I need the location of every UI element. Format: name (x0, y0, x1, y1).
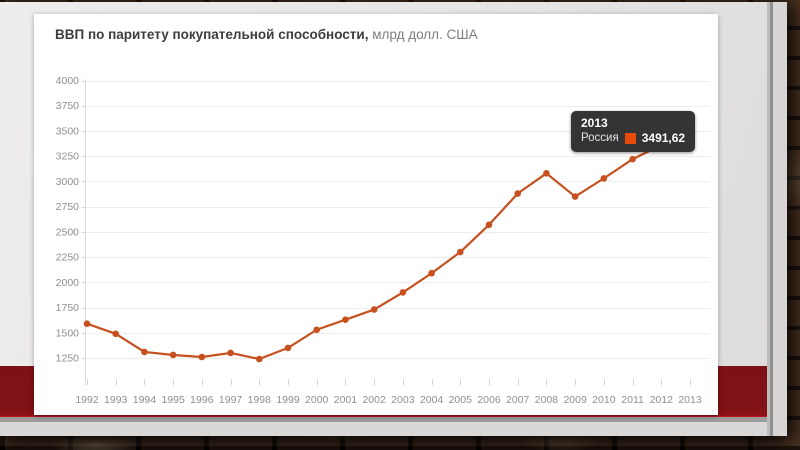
svg-text:2500: 2500 (56, 226, 80, 238)
svg-text:1993: 1993 (104, 394, 128, 406)
data-point-1996[interactable] (198, 353, 206, 361)
data-point-2010[interactable] (600, 175, 608, 182)
data-line (85, 130, 692, 361)
data-point-2008[interactable] (543, 170, 550, 177)
y-axis-labels: 1250 1500 1750 2000 2250 2500 2750 3000 3250 3500… (56, 75, 80, 365)
data-point-1995[interactable] (169, 351, 177, 359)
data-point-2002[interactable] (370, 306, 378, 313)
svg-text:2002: 2002 (362, 394, 386, 406)
svg-text:2006: 2006 (477, 394, 501, 406)
chart-title-text: ВВП по паритету покупательной способност… (55, 27, 369, 42)
svg-text:1250: 1250 (56, 353, 80, 365)
tooltip-value: 3491,62 (641, 131, 686, 145)
svg-text:2012: 2012 (650, 394, 674, 406)
x-axis-labels: 1992 1993 1994 1995 1996 1997 1998 1999 2000 2001… (75, 394, 702, 406)
svg-text:2750: 2750 (56, 201, 80, 213)
svg-text:2003: 2003 (391, 394, 415, 406)
data-point-1998[interactable] (255, 355, 263, 363)
chart-title: ВВП по паритету покупательной способност… (55, 26, 478, 44)
svg-text:1996: 1996 (190, 394, 214, 406)
svg-text:2008: 2008 (535, 394, 559, 406)
gdp-line-chart[interactable]: 1250 1500 1750 2000 2250 2500 2750 3000 3250 3500… (34, 14, 718, 415)
slide-bottom-edge (0, 417, 787, 436)
svg-text:2005: 2005 (449, 394, 473, 406)
svg-text:1999: 1999 (276, 394, 300, 406)
chart-card: ВВП по паритету покупательной способност… (34, 14, 718, 415)
svg-text:2004: 2004 (420, 394, 444, 406)
svg-text:2007: 2007 (506, 394, 530, 406)
svg-text:3000: 3000 (56, 176, 80, 188)
svg-text:2009: 2009 (563, 394, 587, 406)
svg-text:2250: 2250 (56, 252, 80, 264)
svg-text:4000: 4000 (56, 75, 80, 87)
data-point-1992[interactable] (83, 320, 91, 327)
tooltip-year: 2013 (581, 116, 608, 130)
data-point-2001[interactable] (342, 316, 349, 323)
data-point-1993[interactable] (112, 330, 120, 338)
svg-text:1995: 1995 (161, 394, 185, 406)
tooltip-series-label: Россия (581, 132, 619, 144)
data-point-2000[interactable] (313, 326, 321, 334)
data-point-2009[interactable] (571, 193, 579, 200)
tooltip-row: Россия 3491,62 (581, 131, 685, 146)
svg-text:1998: 1998 (248, 394, 272, 406)
svg-text:2013: 2013 (678, 394, 702, 406)
svg-text:3500: 3500 (56, 125, 80, 137)
svg-text:2000: 2000 (56, 277, 80, 289)
svg-text:2001: 2001 (334, 394, 358, 406)
data-point-2011[interactable] (629, 155, 636, 163)
chart-tooltip: 2013 Россия 3491,62 (571, 111, 696, 152)
svg-text:2011: 2011 (621, 394, 644, 406)
data-point-2003[interactable] (399, 289, 407, 296)
chart-title-units: млрд долл. США (372, 27, 478, 42)
svg-text:3250: 3250 (56, 151, 80, 163)
svg-text:1992: 1992 (75, 394, 99, 406)
axes (81, 79, 691, 385)
data-point-2004[interactable] (428, 269, 435, 277)
data-point-1997[interactable] (227, 349, 234, 357)
slide: ВВП по паритету покупательной способност… (0, 2, 787, 436)
series-marker-icon (624, 133, 636, 144)
svg-text:1500: 1500 (56, 327, 80, 339)
svg-text:1750: 1750 (56, 302, 80, 314)
data-point-1999[interactable] (284, 344, 292, 352)
svg-text:2010: 2010 (592, 394, 616, 406)
gridlines (85, 81, 710, 359)
data-point-2006[interactable] (485, 221, 493, 229)
data-point-2005[interactable] (456, 248, 464, 256)
svg-text:1997: 1997 (219, 394, 243, 406)
svg-text:1994: 1994 (133, 394, 157, 406)
data-point-1994[interactable] (141, 348, 148, 356)
svg-text:3750: 3750 (56, 100, 80, 112)
slide-right-edge (765, 2, 787, 436)
data-points[interactable] (83, 126, 696, 363)
data-point-2007[interactable] (514, 190, 522, 197)
svg-text:2000: 2000 (305, 394, 329, 406)
